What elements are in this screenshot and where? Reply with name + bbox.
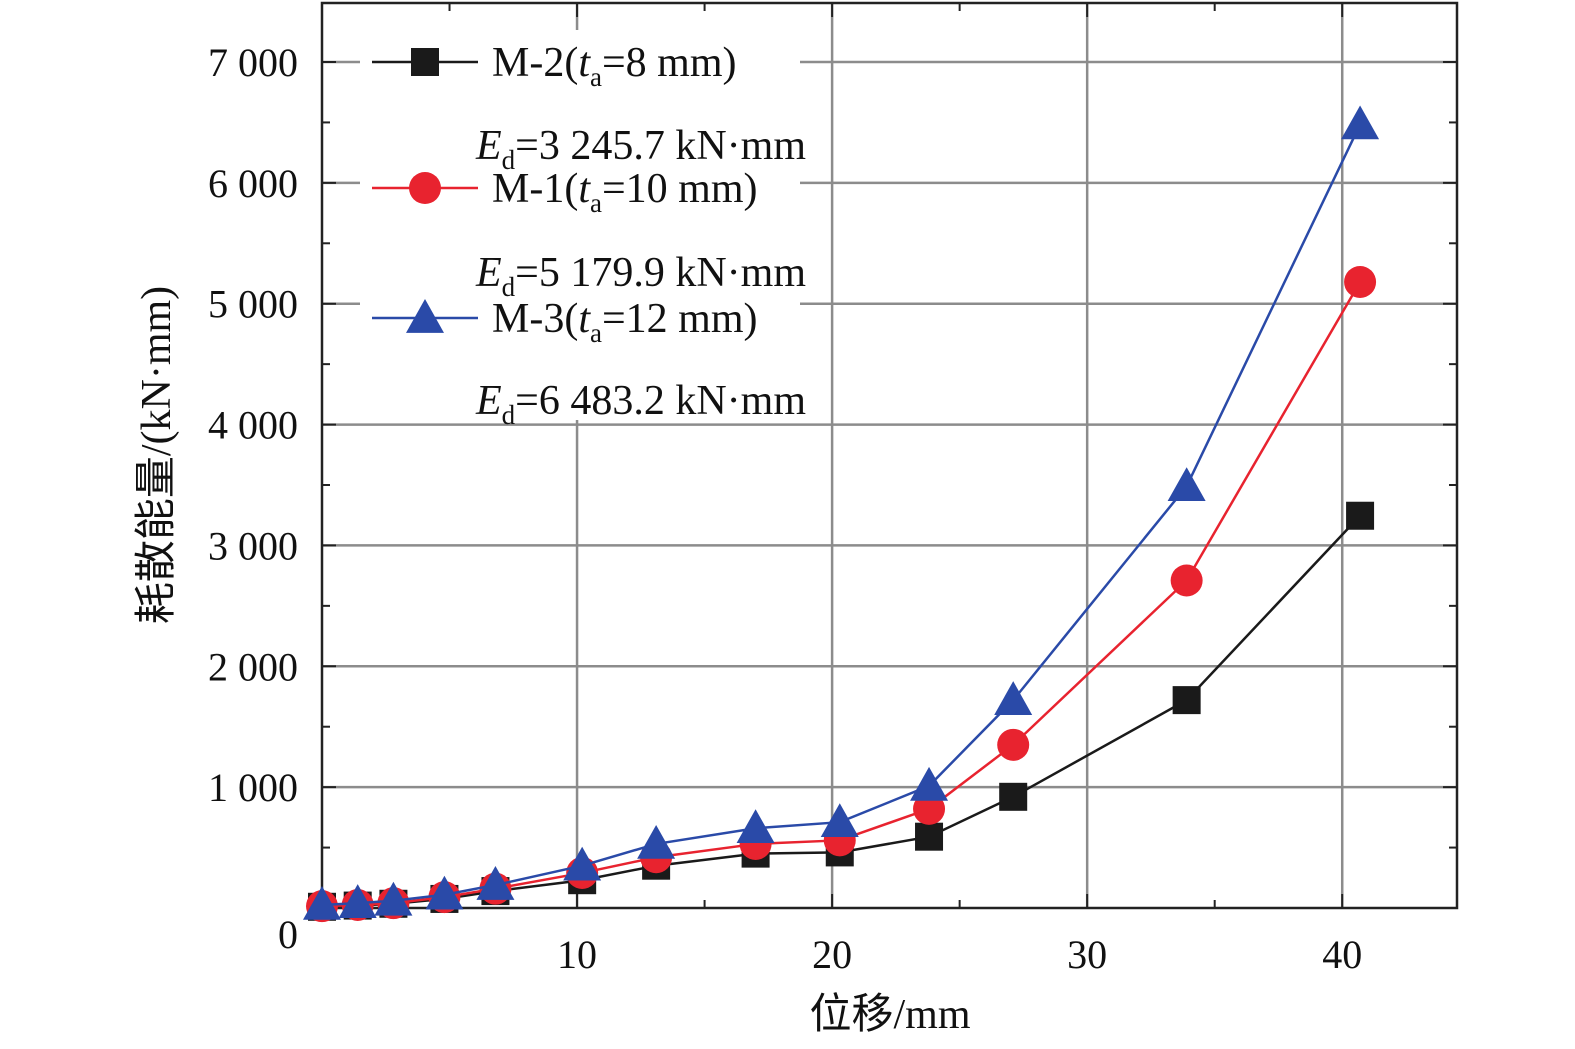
- data-point: [338, 884, 377, 918]
- data-point: [563, 846, 602, 881]
- data-point: [999, 782, 1028, 811]
- data-point: [913, 792, 946, 825]
- y-tick-label: 0: [278, 912, 298, 957]
- legend-entry: M-1(ta=10 mm) Ed=5 179.9 kN·mm: [372, 166, 806, 302]
- series-square: [308, 501, 1375, 921]
- data-point: [997, 728, 1030, 761]
- y-axis-title: 耗散能量/(kN·mm): [134, 286, 180, 624]
- energy-annotation: Ed=3 245.7 kN·mm: [475, 123, 806, 175]
- data-point: [425, 875, 464, 910]
- legend-marker: [411, 48, 439, 76]
- energy-annotation: Ed=6 483.2 kN·mm: [475, 378, 806, 430]
- legend: M-2(ta=8 mm) Ed=3 245.7 kN·mmM-1(ta=10 mm…: [360, 30, 806, 430]
- series-layer: [303, 105, 1380, 923]
- x-tick-label: 20: [812, 932, 852, 977]
- data-point: [1170, 564, 1203, 597]
- legend-background: [360, 30, 800, 420]
- data-point: [994, 681, 1033, 715]
- y-tick-label: 5 000: [208, 282, 298, 327]
- data-point: [637, 824, 676, 859]
- y-tick-label: 1 000: [208, 765, 298, 810]
- data-point: [1341, 105, 1380, 140]
- data-point: [910, 766, 949, 801]
- series-triangle: [303, 105, 1380, 920]
- data-point: [1167, 467, 1206, 502]
- data-point: [736, 809, 775, 844]
- y-tick-label: 7 000: [208, 40, 298, 85]
- data-point: [915, 822, 944, 851]
- data-point: [1344, 265, 1377, 298]
- x-tick-label: 30: [1067, 932, 1107, 977]
- x-tick-label: 40: [1322, 932, 1362, 977]
- x-tick-label: 10: [557, 932, 597, 977]
- data-point: [476, 866, 515, 900]
- legend-marker: [406, 299, 444, 333]
- data-point: [1172, 686, 1201, 715]
- data-point: [1346, 501, 1375, 530]
- y-tick-label: 3 000: [208, 523, 298, 568]
- y-tick-label: 6 000: [208, 161, 298, 206]
- legend-label: M-1(ta=10 mm): [492, 166, 758, 218]
- data-point: [303, 885, 341, 920]
- axis-layer: 10 20 30 40 0 1 000 2 000 3 000 4 000 5 000 6 000 7…: [208, 1, 1459, 977]
- legend-marker: [409, 172, 441, 204]
- data-point: [374, 881, 413, 916]
- legend-entry: M-3(ta=12 mm) Ed=6 483.2 kN·mm: [372, 296, 806, 430]
- legend-label: M-3(ta=12 mm): [492, 296, 758, 348]
- legend-entry: M-2(ta=8 mm) Ed=3 245.7 kN·mm: [372, 40, 806, 175]
- data-point: [820, 803, 859, 838]
- y-tick-label: 2 000: [208, 644, 298, 689]
- legend-label: M-2(ta=8 mm): [492, 40, 737, 92]
- energy-annotation: Ed=5 179.9 kN·mm: [475, 250, 806, 302]
- x-axis-title: 位移/mm: [809, 991, 970, 1038]
- y-tick-label: 4 000: [208, 403, 298, 448]
- plot-frame: [320, 1, 1459, 910]
